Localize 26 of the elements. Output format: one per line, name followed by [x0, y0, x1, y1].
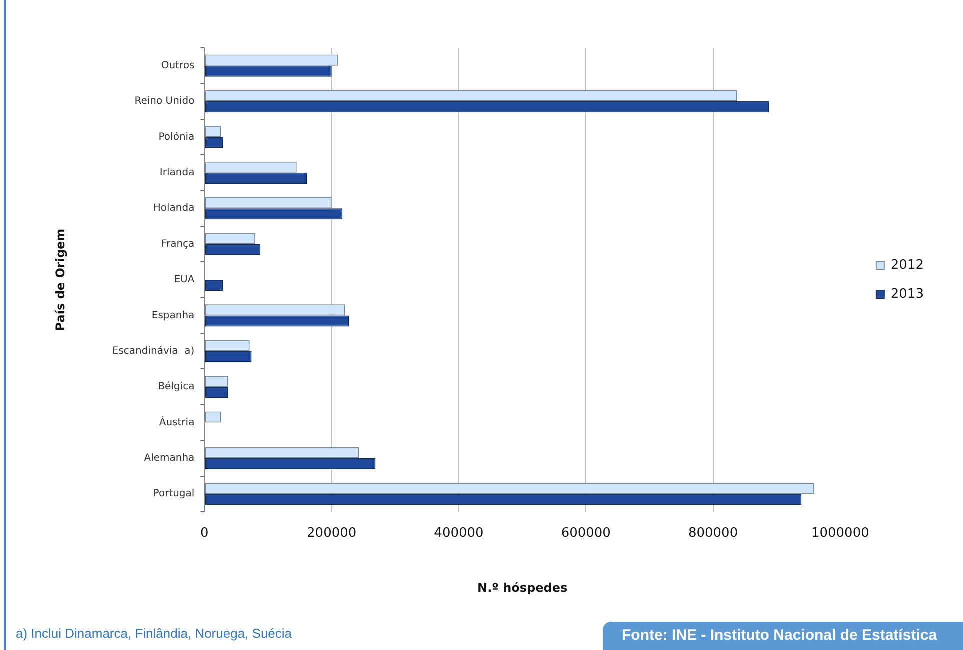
- x-tick-label: 600000: [561, 526, 611, 542]
- y-tick-label: Bélgica: [158, 382, 195, 393]
- source-note: Fonte: INE - Instituto Nacional de Estatística: [622, 627, 938, 644]
- y-tick-label: Escandinávia a): [112, 346, 195, 357]
- source-tab: Fonte: INE - Instituto Nacional de Estatística: [603, 622, 963, 650]
- y-tick-label: Reino Unido: [134, 96, 195, 108]
- y-tick-label: França: [161, 238, 195, 250]
- y-tick-label: Alemanha: [144, 453, 195, 464]
- y-tick-label: Espanha: [152, 310, 195, 322]
- y-tick-label: Outros: [161, 60, 195, 72]
- legend-label: 2012: [890, 258, 924, 273]
- y-tick-label: Irlanda: [160, 168, 195, 179]
- y-axis-title: País de Origem: [53, 228, 68, 332]
- y-tick-label: Portugal: [153, 488, 195, 500]
- x-tick-label: 200000: [307, 526, 357, 542]
- x-tick-label: 1000000: [811, 526, 870, 542]
- y-tick-label: EUA: [174, 274, 195, 286]
- y-tick-label: Polónia: [158, 132, 195, 143]
- x-tick-label: 400000: [434, 526, 484, 542]
- x-tick-label: 800000: [688, 526, 738, 542]
- x-axis-title: N.º hóspedes: [478, 580, 568, 595]
- y-tick-label: Holanda: [153, 203, 195, 214]
- legend-label: 2013: [890, 286, 924, 302]
- x-tick-label: 0: [200, 526, 209, 542]
- y-tick-label: Áustria: [159, 415, 195, 428]
- text: a) Inclui Dinamarca, Finlândia, Noruega, Suécia: [16, 626, 292, 641]
